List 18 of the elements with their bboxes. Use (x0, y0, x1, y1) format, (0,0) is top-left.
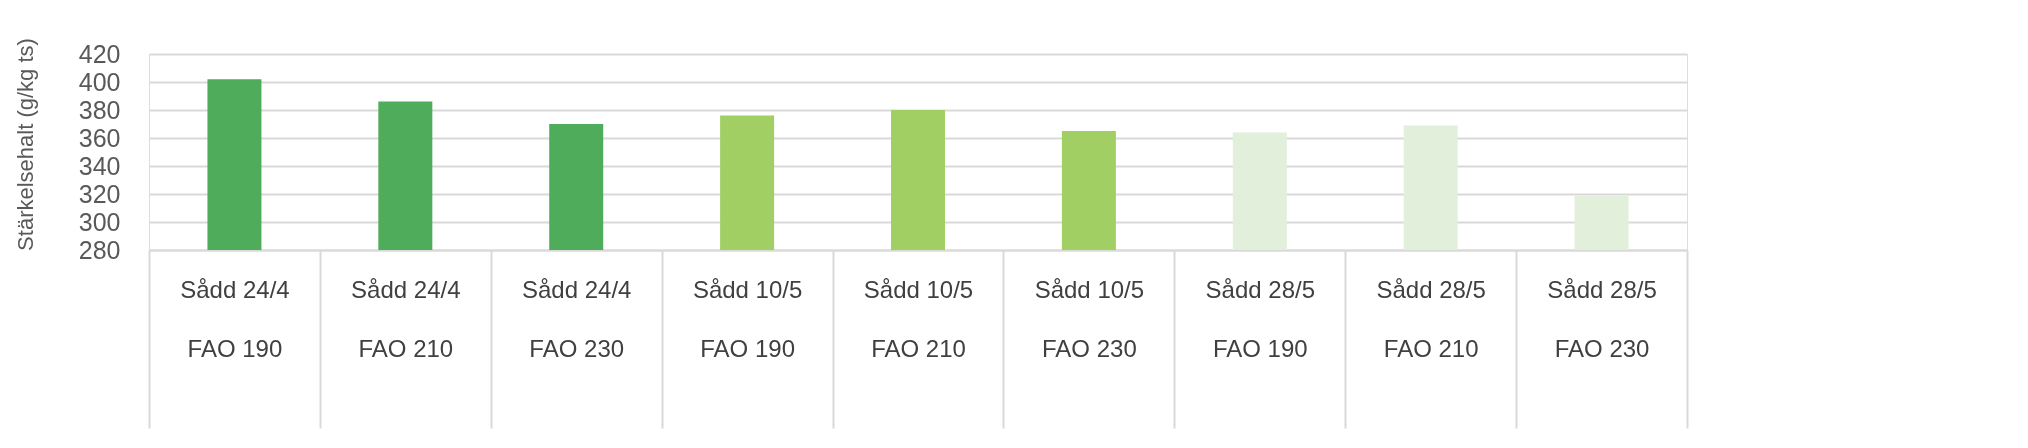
category-label: Sådd 24/4 FAO 210 (351, 275, 461, 362)
y-tick-label: 320 (78, 179, 121, 208)
y-tick-label: 280 (78, 235, 121, 264)
category-label: Sådd 10/5 FAO 210 (863, 275, 974, 362)
y-tick-label: 400 (78, 67, 121, 96)
category-label: Sådd 28/5 FAO 210 (1376, 275, 1486, 362)
y-tick-label: 380 (78, 95, 121, 124)
y-axis-title: Stärkelsehalt (g/kg ts) (12, 38, 38, 251)
category-label: Sådd 10/5 FAO 190 (692, 275, 803, 362)
y-tick-label: 360 (78, 123, 121, 152)
category-label: Sådd 28/5 FAO 190 (1205, 275, 1315, 362)
category-label: Sådd 24/4 FAO 190 (180, 275, 290, 362)
category-label: Sådd 28/5 FAO 230 (1547, 275, 1657, 362)
y-tick-label: 300 (78, 207, 121, 236)
category-label: Sådd 24/4 FAO 230 (522, 275, 632, 362)
category-label: Sådd 10/5 FAO 230 (1034, 275, 1145, 362)
y-tick-label: 420 (78, 39, 121, 68)
y-tick-label: 340 (78, 151, 121, 180)
